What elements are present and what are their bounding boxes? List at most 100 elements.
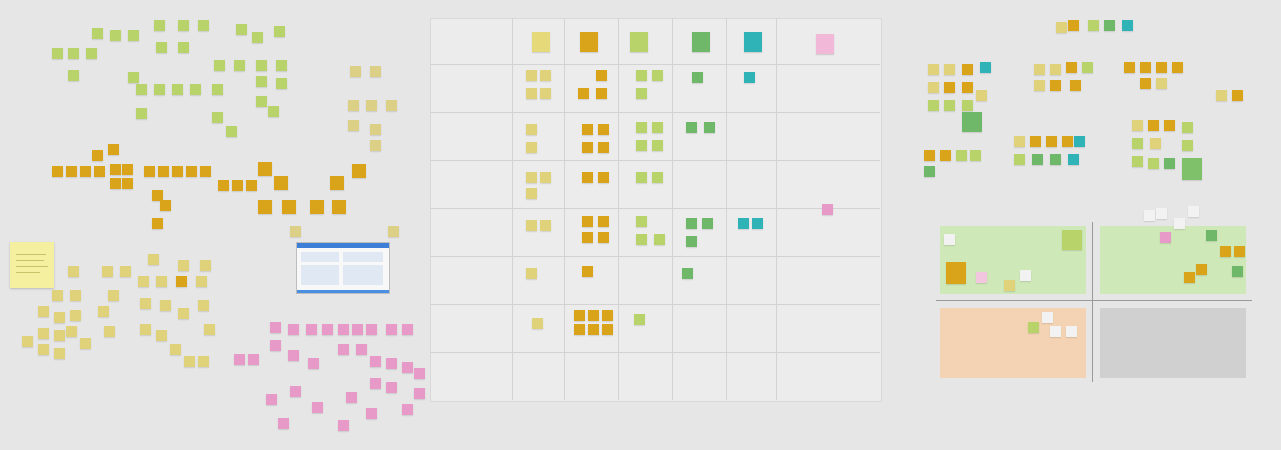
sticky-note[interactable] [704, 122, 715, 133]
sticky-note[interactable] [1122, 20, 1133, 31]
sticky-note[interactable] [1164, 158, 1175, 169]
sticky-note[interactable] [1014, 136, 1025, 147]
sticky-note[interactable] [1156, 78, 1167, 89]
sticky-note[interactable] [246, 180, 257, 191]
sticky-note[interactable] [602, 324, 613, 335]
sticky-note[interactable] [980, 62, 991, 73]
sticky-note[interactable] [234, 60, 245, 71]
sticky-note[interactable] [944, 64, 955, 75]
sticky-note[interactable] [54, 348, 65, 359]
sticky-note[interactable] [1104, 20, 1115, 31]
sticky-note[interactable] [68, 48, 79, 59]
sticky-note[interactable] [414, 388, 425, 399]
sticky-note[interactable] [702, 218, 713, 229]
sticky-note[interactable] [172, 84, 183, 95]
sticky-note[interactable] [170, 344, 181, 355]
sticky-note[interactable] [152, 190, 163, 201]
sticky-note[interactable] [110, 164, 121, 175]
sticky-note[interactable] [1004, 280, 1015, 291]
sticky-note[interactable] [212, 84, 223, 95]
sticky-note[interactable] [976, 90, 987, 101]
sticky-note[interactable] [540, 88, 551, 99]
sticky-note[interactable] [92, 28, 103, 39]
quadrant-bottom-left[interactable] [940, 308, 1086, 378]
sticky-note[interactable] [526, 172, 537, 183]
sticky-note[interactable] [752, 218, 763, 229]
sticky-note[interactable] [356, 344, 367, 355]
sticky-note[interactable] [38, 328, 49, 339]
sticky-note[interactable] [310, 200, 324, 214]
sticky-note[interactable] [248, 354, 259, 365]
sticky-note[interactable] [526, 188, 537, 199]
sticky-note[interactable] [598, 124, 609, 135]
sticky-note[interactable] [1034, 64, 1045, 75]
sticky-note[interactable] [1144, 210, 1155, 221]
sticky-note[interactable] [1042, 312, 1053, 323]
sticky-note[interactable] [282, 200, 296, 214]
sticky-note[interactable] [312, 402, 323, 413]
sticky-note[interactable] [322, 324, 333, 335]
sticky-note[interactable] [348, 100, 359, 111]
sticky-note[interactable] [332, 200, 346, 214]
sticky-note[interactable] [290, 226, 301, 237]
sticky-note[interactable] [1074, 136, 1085, 147]
sticky-note[interactable] [1070, 80, 1081, 91]
sticky-note[interactable] [338, 324, 349, 335]
large-sticky-note[interactable] [10, 242, 54, 288]
sticky-note[interactable] [1056, 22, 1067, 33]
sticky-note[interactable] [1014, 154, 1025, 165]
sticky-note[interactable] [526, 142, 537, 153]
sticky-note[interactable] [110, 30, 121, 41]
sticky-note[interactable] [154, 84, 165, 95]
sticky-note[interactable] [636, 122, 647, 133]
sticky-note[interactable] [268, 106, 279, 117]
sticky-note[interactable] [582, 124, 593, 135]
sticky-note[interactable] [1184, 272, 1195, 283]
sticky-note[interactable] [1050, 80, 1061, 91]
sticky-note[interactable] [346, 392, 357, 403]
sticky-note[interactable] [198, 356, 209, 367]
sticky-note[interactable] [330, 176, 344, 190]
sticky-note[interactable] [278, 418, 289, 429]
sticky-note[interactable] [338, 344, 349, 355]
sticky-note[interactable] [388, 226, 399, 237]
sticky-note[interactable] [944, 100, 955, 111]
sticky-note[interactable] [140, 298, 151, 309]
sticky-note[interactable] [136, 108, 147, 119]
sticky-note[interactable] [598, 142, 609, 153]
sticky-note[interactable] [348, 120, 359, 131]
sticky-note[interactable] [266, 394, 277, 405]
sticky-note[interactable] [1088, 20, 1099, 31]
sticky-note[interactable] [178, 260, 189, 271]
sticky-note[interactable] [636, 140, 647, 151]
sticky-note[interactable] [976, 272, 987, 283]
sticky-note[interactable] [636, 234, 647, 245]
sticky-note[interactable] [924, 166, 935, 177]
sticky-note[interactable] [1140, 62, 1151, 73]
sticky-note[interactable] [212, 112, 223, 123]
sticky-note[interactable] [602, 310, 613, 321]
sticky-note[interactable] [1232, 90, 1243, 101]
sticky-note[interactable] [366, 324, 377, 335]
sticky-note[interactable] [178, 20, 189, 31]
quadrant-bottom-right[interactable] [1100, 308, 1246, 378]
sticky-note[interactable] [652, 140, 663, 151]
sticky-note[interactable] [1150, 138, 1161, 149]
sticky-note[interactable] [270, 322, 281, 333]
sticky-note[interactable] [80, 166, 91, 177]
sticky-note[interactable] [52, 166, 63, 177]
sticky-note[interactable] [532, 318, 543, 329]
sticky-note[interactable] [692, 72, 703, 83]
sticky-note[interactable] [582, 266, 593, 277]
sticky-note[interactable] [252, 32, 263, 43]
sticky-note[interactable] [652, 122, 663, 133]
sticky-note[interactable] [110, 178, 121, 189]
sticky-note[interactable] [582, 172, 593, 183]
sticky-note[interactable] [1232, 266, 1243, 277]
quadrant-top-right[interactable] [1100, 226, 1246, 294]
sticky-note[interactable] [1032, 154, 1043, 165]
sticky-note[interactable] [928, 100, 939, 111]
sticky-note[interactable] [588, 310, 599, 321]
sticky-note[interactable] [1062, 230, 1082, 250]
sticky-note[interactable] [636, 172, 647, 183]
